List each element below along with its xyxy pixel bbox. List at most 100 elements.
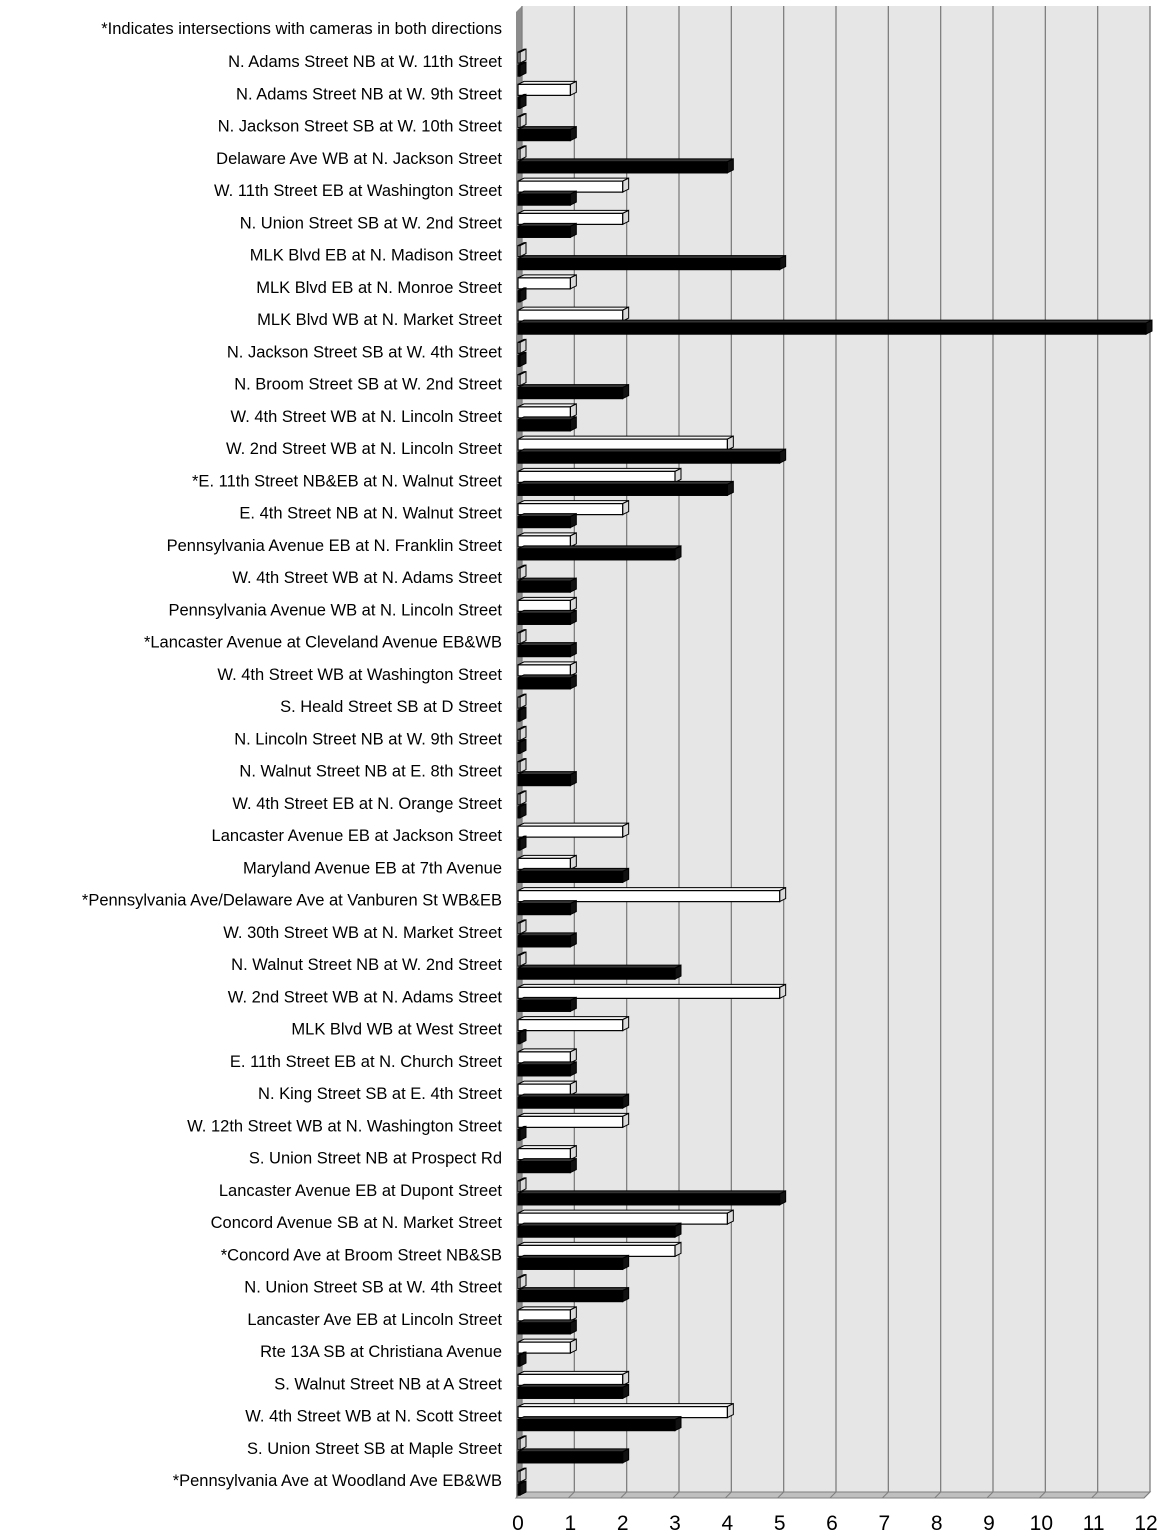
bar-series-1 <box>517 951 527 967</box>
bar-series-2 <box>517 1157 577 1174</box>
category-label: S. Union Street NB at Prospect Rd <box>249 1150 502 1168</box>
bar-series-2 <box>517 835 527 851</box>
gridline-floor <box>829 1491 837 1499</box>
gridline-floor <box>881 1491 889 1499</box>
category-label: Lancaster Avenue EB at Jackson Street <box>212 827 503 845</box>
category-label: *E. 11th Street NB&EB at N. Walnut Stree… <box>192 472 502 490</box>
bar-series-1 <box>517 1273 527 1290</box>
bar-series-1 <box>517 1241 682 1258</box>
chart-note: *Indicates intersections with cameras in… <box>101 20 502 38</box>
bar-series-1 <box>517 661 577 677</box>
bar-series-2 <box>517 770 577 787</box>
x-tick-label: 6 <box>826 1512 838 1535</box>
gridline-floor <box>620 1491 628 1499</box>
bar-series-1 <box>517 1306 577 1322</box>
category-label: W. 4th Street WB at N. Lincoln Street <box>231 408 503 426</box>
bar-series-1 <box>517 499 630 516</box>
bar-series-1 <box>517 338 527 355</box>
bar-series-2 <box>517 190 577 206</box>
bar-series-2 <box>517 158 734 174</box>
bar-series-2 <box>517 641 577 658</box>
bars <box>517 48 1153 1496</box>
category-label: W. 4th Street WB at N. Adams Street <box>232 569 502 587</box>
bar-series-2 <box>517 254 787 271</box>
gridline-floor <box>986 1491 994 1499</box>
bar-series-1 <box>517 306 630 322</box>
bar-series-2 <box>517 609 577 626</box>
x-tick-label: 7 <box>878 1512 890 1535</box>
bar-series-1 <box>517 1209 734 1225</box>
bar-series-1 <box>517 1015 630 1032</box>
category-label: *Pennsylvania Ave at Woodland Ave EB&WB <box>173 1472 502 1490</box>
bar-series-2 <box>517 1125 527 1142</box>
plot-area <box>514 6 1152 1499</box>
x-tick-label: 12 <box>1134 1512 1157 1535</box>
bar-series-1 <box>517 145 527 161</box>
bar-series-2 <box>517 1448 630 1464</box>
category-label: Rte 13A SB at Christiana Avenue <box>260 1343 502 1361</box>
bar-series-1 <box>517 983 787 1000</box>
category-label: N. Broom Street SB at W. 2nd Street <box>234 376 502 394</box>
x-tick-label: 1 <box>564 1512 576 1535</box>
bar-series-2 <box>517 1415 682 1432</box>
category-label: MLK Blvd EB at N. Monroe Street <box>256 279 502 297</box>
category-label: N. Union Street SB at W. 4th Street <box>244 1279 502 1297</box>
x-tick-label: 9 <box>983 1512 995 1535</box>
category-label: W. 2nd Street WB at N. Adams Street <box>228 988 503 1006</box>
bar-series-1 <box>517 854 577 871</box>
bar-series-2 <box>517 1093 630 1109</box>
bar-series-2 <box>517 738 527 755</box>
category-label: W. 11th Street EB at Washington Street <box>214 182 502 200</box>
bar-series-1 <box>517 1048 577 1064</box>
gridline-floor <box>724 1491 732 1499</box>
bar-series-1 <box>517 628 527 645</box>
bar-series-1 <box>517 532 577 548</box>
bar-series-2 <box>517 706 527 722</box>
bar-series-2 <box>517 351 527 368</box>
bar-series-2 <box>517 61 527 77</box>
bar-series-1 <box>517 241 527 258</box>
category-label: Pennsylvania Avenue EB at N. Franklin St… <box>167 537 503 555</box>
x-tick-label: 5 <box>774 1512 786 1535</box>
bar-series-1 <box>517 1370 630 1387</box>
category-label: N. Lincoln Street NB at W. 9th Street <box>234 730 502 748</box>
category-label: N. King Street SB at E. 4th Street <box>258 1085 502 1103</box>
category-label: Pennsylvania Avenue WB at N. Lincoln Str… <box>168 601 502 619</box>
category-label: N. Jackson Street SB at W. 4th Street <box>227 343 503 361</box>
bar-series-1 <box>517 1402 734 1419</box>
bar-series-2 <box>517 899 577 916</box>
category-label: E. 11th Street EB at N. Church Street <box>230 1053 502 1071</box>
category-labels: N. Adams Street NB at W. 11th Street N. A… <box>82 53 503 1490</box>
gridline-floor <box>567 1491 575 1499</box>
gridline-floor <box>1143 1491 1151 1499</box>
bar-series-2 <box>517 932 577 948</box>
bar-series-2 <box>517 125 577 142</box>
x-tick-label: 11 <box>1083 1512 1105 1535</box>
bar-series-2 <box>517 674 577 690</box>
gridline-floor <box>672 1491 680 1499</box>
category-label: S. Heald Street SB at D Street <box>280 698 502 716</box>
bar-series-2 <box>517 222 577 239</box>
category-label: W. 4th Street WB at Washington Street <box>217 666 502 684</box>
bar-series-2 <box>517 1190 787 1206</box>
bar-series-1 <box>517 693 527 709</box>
category-label: Concord Avenue SB at N. Market Street <box>211 1214 503 1232</box>
bar-series-1 <box>517 467 682 484</box>
category-label: N. Jackson Street SB at W. 10th Street <box>218 118 503 136</box>
category-label: S. Walnut Street NB at A Street <box>274 1375 502 1393</box>
bar-series-2 <box>517 803 527 819</box>
category-label: E. 4th Street NB at N. Walnut Street <box>239 505 502 523</box>
category-label: MLK Blvd WB at N. Market Street <box>257 311 502 329</box>
x-axis-ticks: 0 1 2 3 4 5 6 7 8 9 10 11 12 <box>512 1512 1158 1535</box>
bar-series-1 <box>517 596 577 613</box>
bar-series-1 <box>517 435 734 451</box>
bar-series-2 <box>517 287 527 303</box>
bar-series-2 <box>517 867 630 884</box>
x-tick-label: 8 <box>931 1512 943 1535</box>
bar-series-1 <box>517 209 630 226</box>
bar-series-1 <box>517 48 527 64</box>
bar-series-1 <box>517 1177 527 1193</box>
category-label: W. 4th Street EB at N. Orange Street <box>232 795 502 813</box>
x-tick-label: 2 <box>617 1512 629 1535</box>
